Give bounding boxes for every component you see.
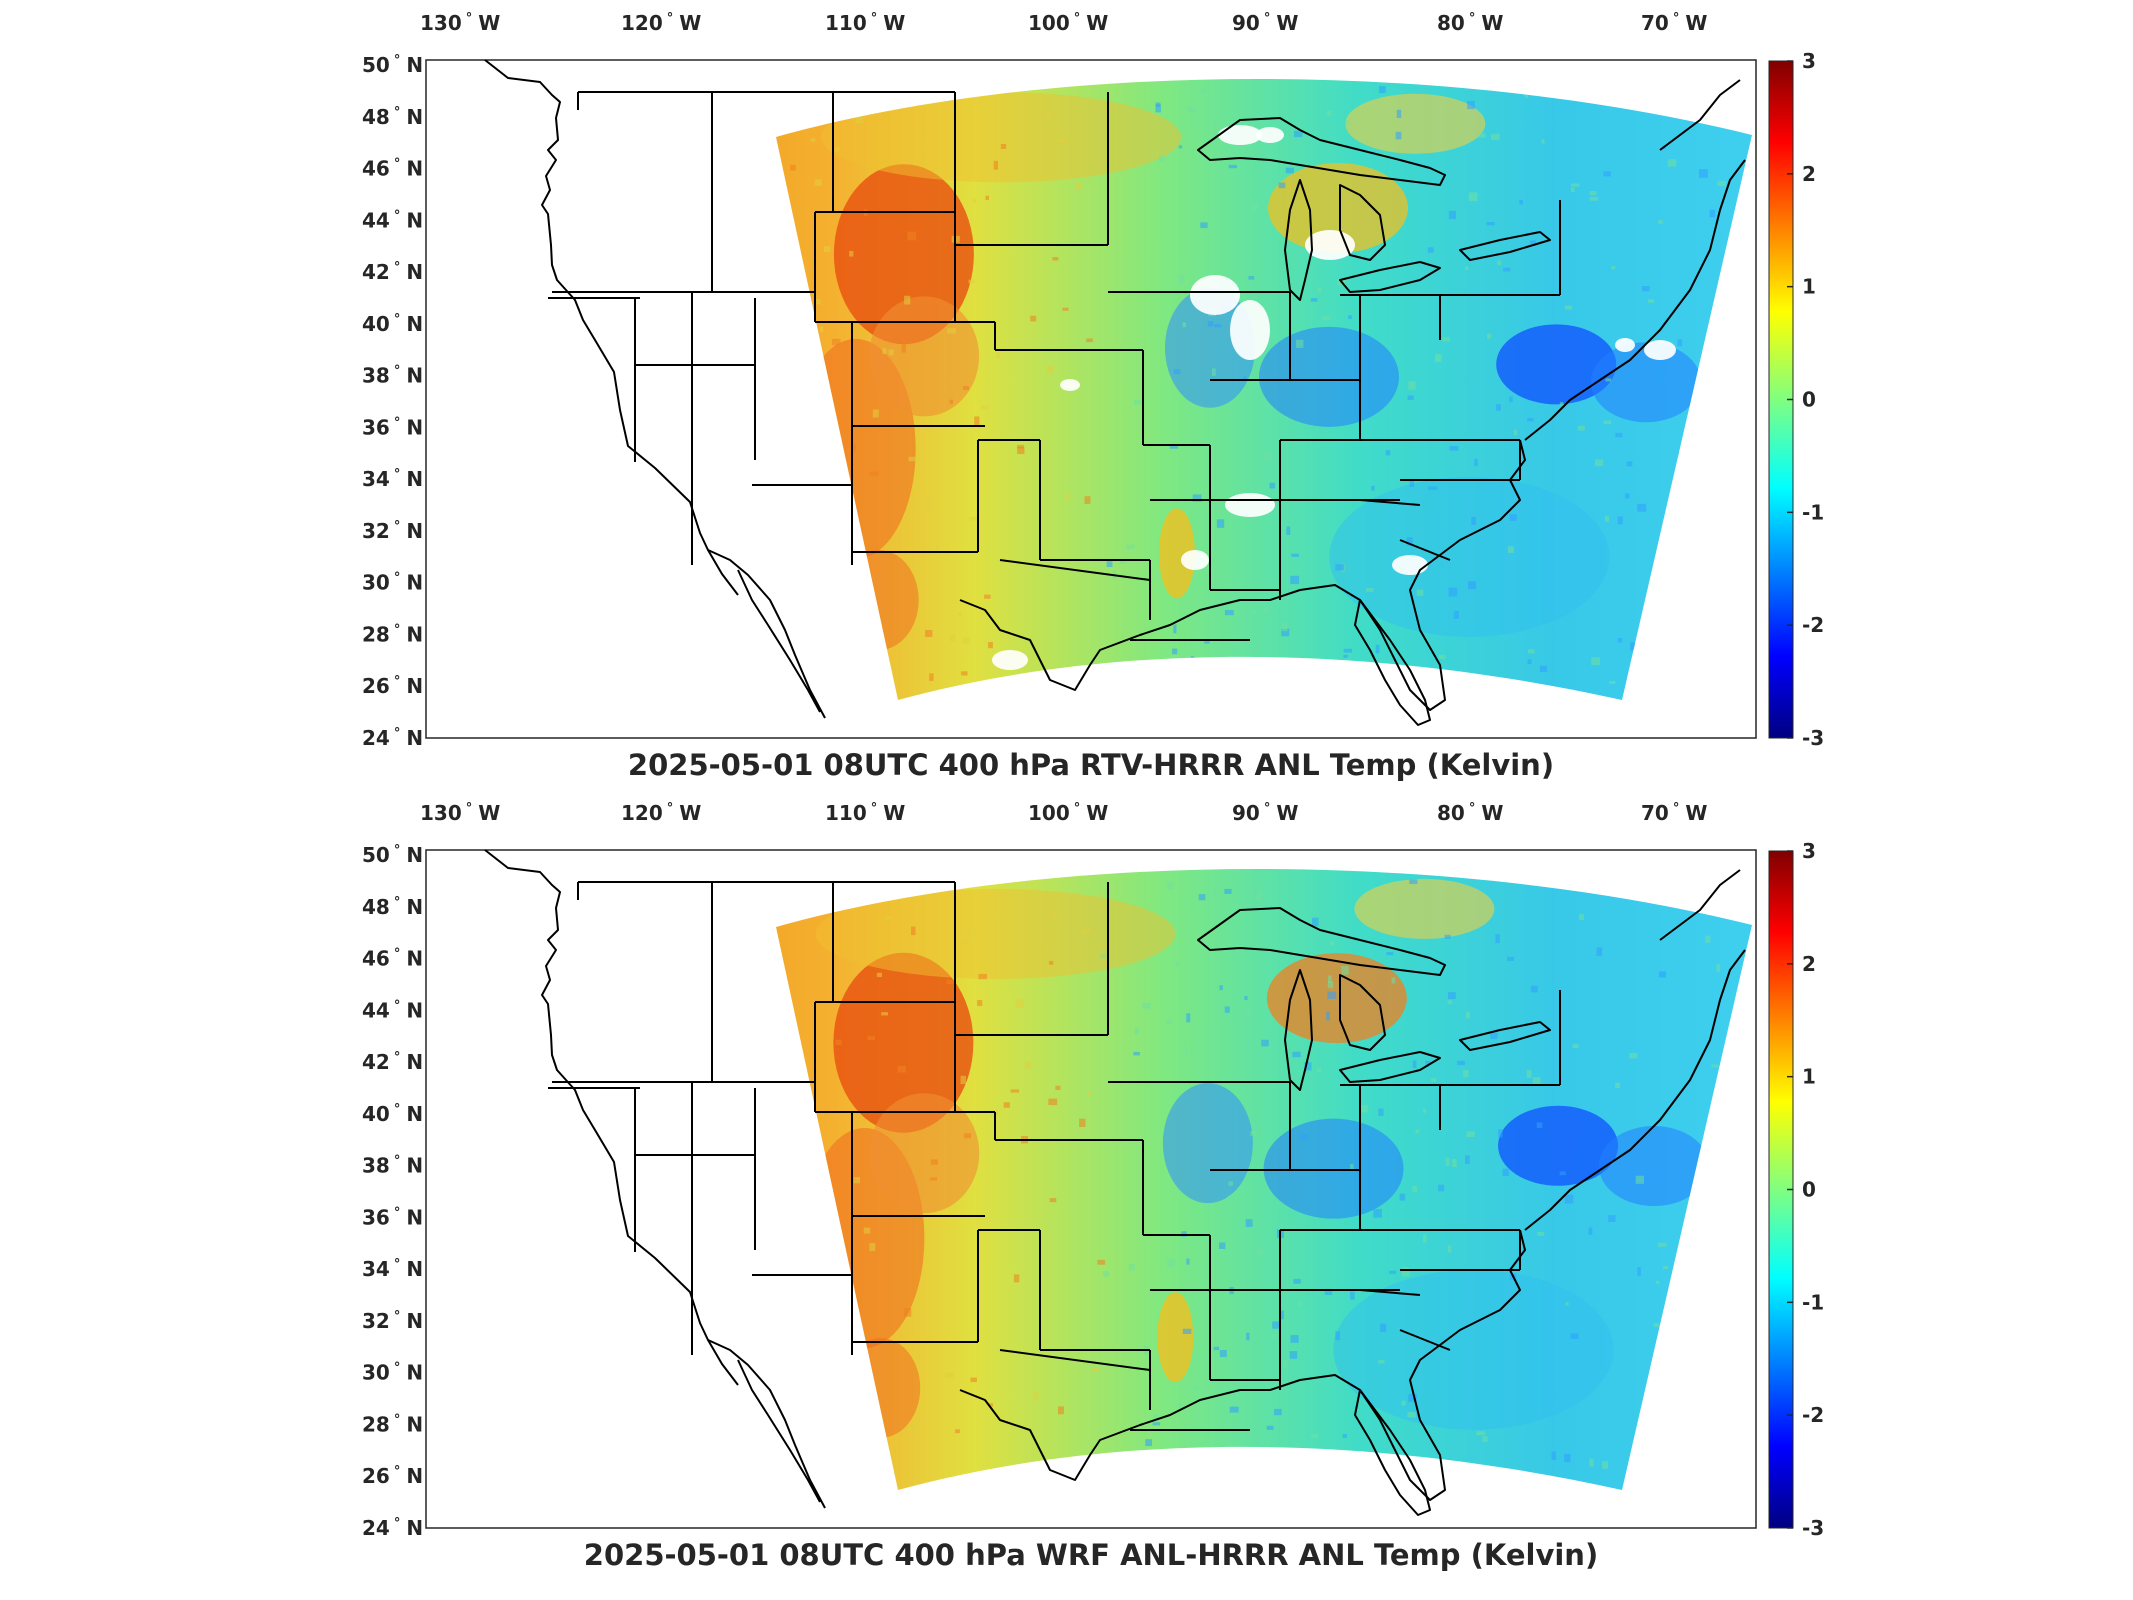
lat-tick-label: 46 ° N xyxy=(362,157,423,181)
political-borders xyxy=(484,59,1746,726)
colorbar-tick-label: 0 xyxy=(1802,388,1816,412)
lat-tick-label: 48 ° N xyxy=(362,895,423,919)
anomaly-blob xyxy=(833,952,974,1133)
anomaly-blob xyxy=(869,296,980,417)
missing-data-patch xyxy=(1225,493,1275,517)
anomaly-blob xyxy=(1258,326,1399,427)
colorbar-tick-label: -3 xyxy=(1802,726,1824,750)
lat-tick-label: 32 ° N xyxy=(362,519,423,543)
anomaly-blob xyxy=(1158,508,1195,599)
lon-tick-label: 90 ° W xyxy=(1232,11,1298,35)
anomaly-blob xyxy=(869,1093,980,1214)
missing-data-patch xyxy=(1615,338,1635,352)
lat-tick-label: 26 ° N xyxy=(362,674,423,698)
lon-tick-label: 110 ° W xyxy=(825,11,905,35)
lon-tick-label: 80 ° W xyxy=(1437,801,1503,825)
lon-tick-label: 80 ° W xyxy=(1437,11,1503,35)
lon-tick-label: 100 ° W xyxy=(1028,801,1108,825)
lon-tick-label: 70 ° W xyxy=(1641,11,1707,35)
anomaly-blob xyxy=(1268,163,1409,254)
colorbar-tick-label: -1 xyxy=(1802,500,1824,524)
map-panel-rtv: 130 ° W 120 ° W 110 ° W 100 ° W 90 ° W 80 ° W 70 ° W 50 ° N 48 ° N… xyxy=(362,11,1824,782)
lat-tick-label: 32 ° N xyxy=(362,1309,423,1333)
lat-tick-label: 38 ° N xyxy=(362,1154,423,1178)
missing-data-patch xyxy=(1230,300,1270,360)
map-title: 2025-05-01 08UTC 400 hPa RTV-HRRR ANL Te… xyxy=(627,748,1555,782)
lat-tick-label: 48 ° N xyxy=(362,105,423,129)
colorbar-tick-label: 1 xyxy=(1802,275,1816,299)
lat-tick-label: 36 ° N xyxy=(362,415,423,439)
anomaly-blob xyxy=(1345,93,1486,154)
lat-tick-label: 44 ° N xyxy=(362,998,423,1022)
lat-tick-label: 46 ° N xyxy=(362,947,423,971)
lat-tick-label: 40 ° N xyxy=(362,1102,423,1126)
lat-tick-label: 44 ° N xyxy=(362,208,423,232)
colorbar-tick-label: -1 xyxy=(1802,1290,1824,1314)
colorbar-tick-label: 3 xyxy=(1802,49,1816,73)
missing-data-patch xyxy=(1392,555,1428,575)
lon-tick-label: 110 ° W xyxy=(825,801,905,825)
anomaly-blob xyxy=(815,888,1176,979)
colorbar-tick-label: 3 xyxy=(1802,839,1816,863)
lon-tick-label: 90 ° W xyxy=(1232,801,1298,825)
temperature-difference-field xyxy=(776,868,1752,1490)
colorbar-tick-label: 1 xyxy=(1802,1065,1816,1089)
lon-tick-label: 130 ° W xyxy=(420,801,500,825)
lat-tick-label: 34 ° N xyxy=(362,467,423,491)
lon-tick-label: 130 ° W xyxy=(420,11,500,35)
lat-tick-label: 50 ° N xyxy=(362,843,423,867)
lat-tick-label: 40 ° N xyxy=(362,312,423,336)
anomaly-blob xyxy=(1591,342,1702,423)
anomaly-blob xyxy=(1162,1083,1253,1204)
lat-tick-label: 24 ° N xyxy=(362,726,423,750)
lat-tick-label: 50 ° N xyxy=(362,53,423,77)
colorbar-tick-label: -2 xyxy=(1802,1403,1824,1427)
missing-data-patch xyxy=(1060,379,1080,391)
lon-tick-label: 70 ° W xyxy=(1641,801,1707,825)
lon-tick-label: 120 ° W xyxy=(621,801,701,825)
lat-tick-label: 42 ° N xyxy=(362,260,423,284)
missing-data-patch xyxy=(992,650,1028,670)
colorbar-tick-label: -3 xyxy=(1802,1516,1824,1540)
missing-data-patch xyxy=(1644,340,1676,360)
temperature-difference-field xyxy=(776,78,1752,700)
lon-tick-label: 120 ° W xyxy=(621,11,701,35)
lat-tick-label: 38 ° N xyxy=(362,364,423,388)
lat-tick-label: 24 ° N xyxy=(362,1516,423,1540)
lat-tick-label: 34 ° N xyxy=(362,1257,423,1281)
map-panel-wrf: 130 ° W 120 ° W 110 ° W 100 ° W 90 ° W 80 ° W 70 ° W 50 ° N 48 ° N… xyxy=(0,790,2133,1600)
colorbar-tick-label: 2 xyxy=(1802,162,1816,186)
missing-data-patch xyxy=(1181,550,1209,570)
lon-tick-label: 100 ° W xyxy=(1028,11,1108,35)
anomaly-blob xyxy=(1333,1269,1614,1430)
map-figure: 130 ° W 120 ° W 110 ° W 100 ° W 90 ° W 80 ° W 70 ° W 50 ° N 48 ° N… xyxy=(362,801,1824,1540)
colorbar-tick-label: 2 xyxy=(1802,952,1816,976)
anomaly-blob xyxy=(1157,1292,1194,1383)
missing-data-patch xyxy=(1190,275,1240,315)
missing-data-patch xyxy=(1218,125,1262,145)
colorbar-tick-label: -2 xyxy=(1802,613,1824,637)
lat-tick-label: 28 ° N xyxy=(362,1412,423,1436)
map-title: 2025-05-01 08UTC 400 hPa WRF ANL-HRRR AN… xyxy=(583,1538,1599,1572)
colorbar-tick-label: 0 xyxy=(1802,1178,1816,1202)
anomaly-blob xyxy=(821,92,1182,183)
missing-data-patch xyxy=(1256,127,1284,143)
anomaly-blob xyxy=(1329,476,1610,637)
anomaly-blob xyxy=(1498,1105,1619,1186)
map-figure: 130 ° W 120 ° W 110 ° W 100 ° W 90 ° W 80 ° W 70 ° W 50 ° N 48 ° N… xyxy=(362,11,1824,750)
anomaly-blob xyxy=(1496,324,1617,405)
lat-tick-label: 42 ° N xyxy=(362,1050,423,1074)
lat-tick-label: 28 ° N xyxy=(362,622,423,646)
anomaly-blob xyxy=(1354,878,1495,939)
anomaly-blob xyxy=(1263,1118,1404,1219)
lat-tick-label: 36 ° N xyxy=(362,1205,423,1229)
political-borders xyxy=(484,849,1746,1516)
lat-tick-label: 26 ° N xyxy=(362,1464,423,1488)
anomaly-blob xyxy=(1266,953,1407,1044)
anomaly-blob xyxy=(1598,1126,1709,1207)
lat-tick-label: 30 ° N xyxy=(362,1361,423,1385)
lat-tick-label: 30 ° N xyxy=(362,571,423,595)
